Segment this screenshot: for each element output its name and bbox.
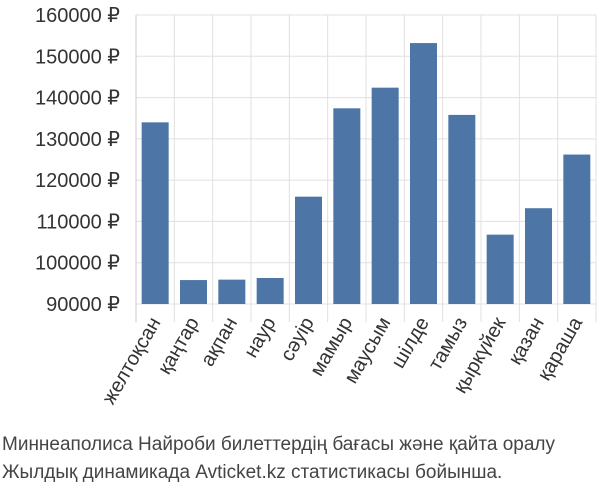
y-tick-label: 130000 ₽ [35, 129, 120, 151]
bar-7 [410, 43, 437, 305]
bar-8 [448, 114, 476, 304]
grid-lines [135, 14, 597, 322]
x-tick-label: наур [240, 314, 280, 362]
y-axis-tick-labels: 90000 ₽ 100000 ₽ 110000 ₽ 120000 ₽ 130000 ₽ 1… [35, 5, 120, 316]
y-tick-label: 110000 ₽ [36, 211, 120, 233]
x-axis-tick-labels: желтоқсанқаңтарақпаннаурсәуірмамырмаусым… [98, 313, 587, 408]
bar-10 [525, 208, 552, 304]
price-bar-chart: 90000 ₽ 100000 ₽ 110000 ₽ 120000 ₽ 130000 ₽ 1… [35, 5, 597, 408]
bar-9 [486, 234, 514, 304]
y-tick-label: 100000 ₽ [35, 253, 120, 275]
y-tick-label: 90000 ₽ [46, 294, 120, 316]
y-tick-label: 160000 ₽ [35, 5, 120, 27]
bar-5 [333, 108, 361, 304]
y-tick-label: 140000 ₽ [35, 88, 120, 110]
bar-2 [218, 279, 246, 304]
bars [141, 43, 591, 305]
bar-1 [180, 280, 207, 304]
y-tick-label: 150000 ₽ [35, 46, 120, 68]
x-tick-label: желтоқсан [98, 314, 165, 409]
x-tick-label: ақпан [197, 314, 242, 371]
bar-11 [563, 154, 591, 304]
chart-caption-line-1: Миннеаполиса Найроби билеттердің бағасы … [2, 434, 556, 455]
bar-4 [295, 196, 322, 304]
bar-3 [256, 277, 284, 304]
chart-caption-line-2: Жылдық динамикада Avticket.kz статистика… [2, 462, 503, 483]
bar-0 [141, 122, 169, 304]
bar-6 [371, 87, 399, 304]
y-tick-label: 120000 ₽ [35, 170, 120, 192]
